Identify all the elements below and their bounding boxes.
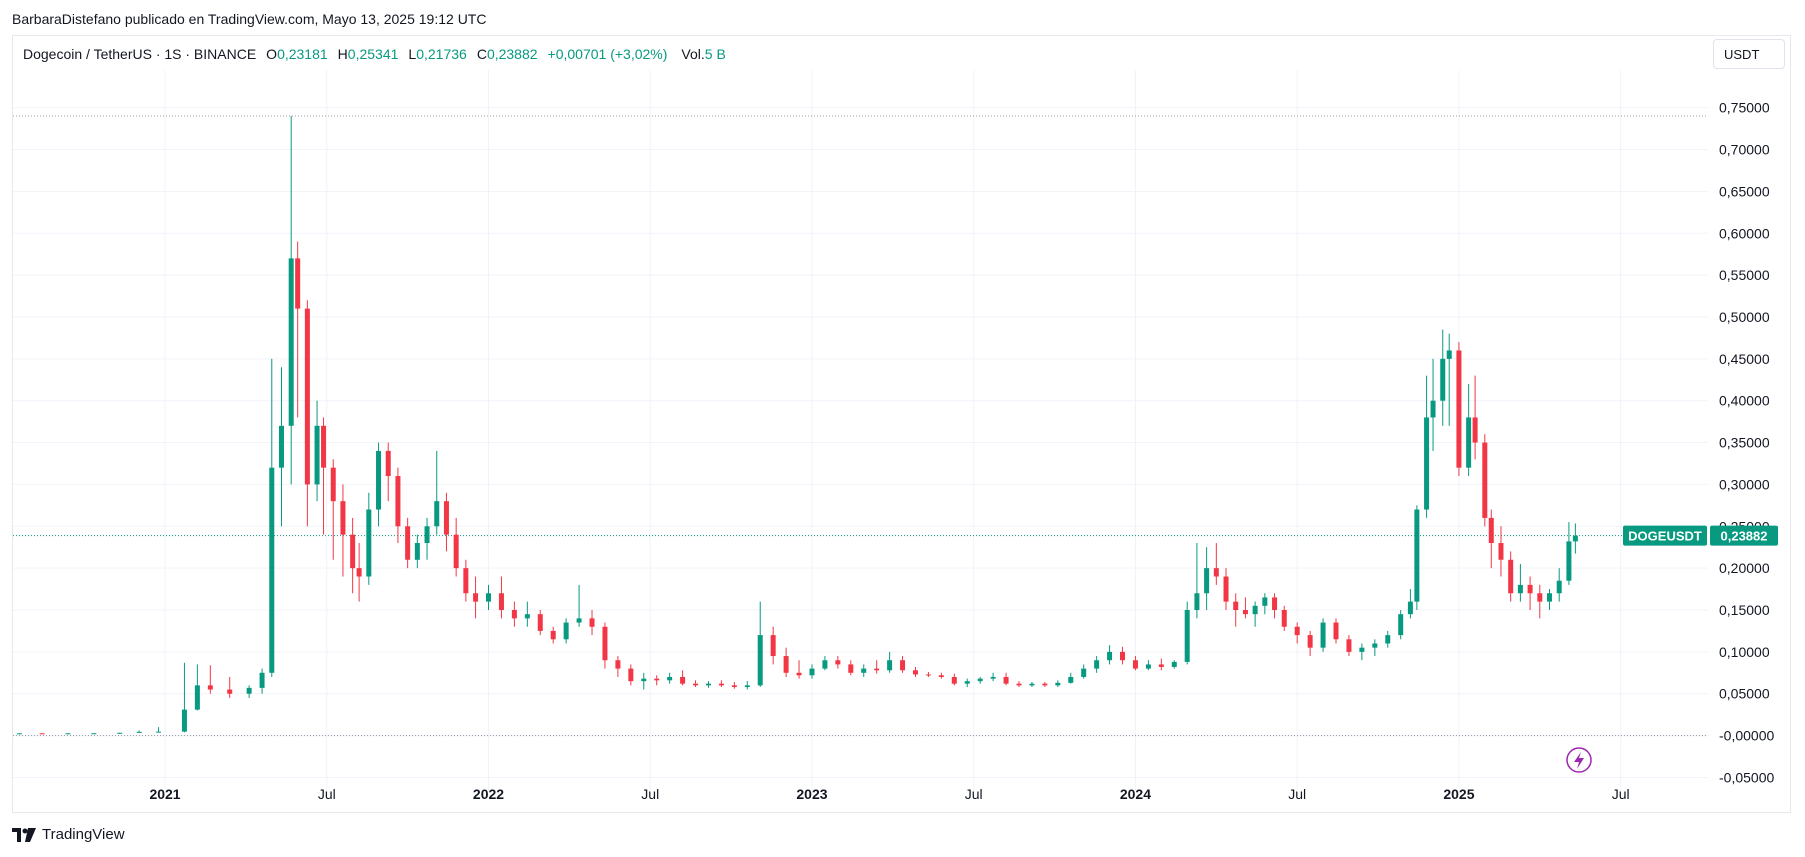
open-label: O (266, 46, 278, 62)
chart-frame (12, 35, 1791, 813)
publication-header: BarbaraDistefano publicado en TradingVie… (12, 11, 487, 27)
tradingview-logo-text: TradingView (42, 826, 125, 843)
change-value: +0,00701 (+3,02%) (547, 46, 668, 62)
volume-label: Vol. (681, 46, 705, 62)
symbol-title[interactable]: Dogecoin / TetherUS · 1S · BINANCE (23, 46, 257, 62)
high-label: H (337, 46, 348, 62)
close-label: C (476, 46, 487, 62)
close-value: 0,23882 (486, 46, 538, 62)
volume-value: 5 B (704, 46, 726, 62)
tradingview-logo[interactable]: TradingView (12, 826, 125, 843)
low-value: 0,21736 (416, 46, 467, 62)
open-value: 0,23181 (277, 46, 328, 62)
low-label: L (408, 46, 417, 62)
chart-legend: Dogecoin / TetherUS · 1S · BINANCE O 0,23… (23, 46, 726, 62)
currency-button[interactable]: USDT (1713, 39, 1785, 69)
high-value: 0,25341 (347, 46, 399, 62)
tradingview-logo-icon (12, 827, 36, 842)
